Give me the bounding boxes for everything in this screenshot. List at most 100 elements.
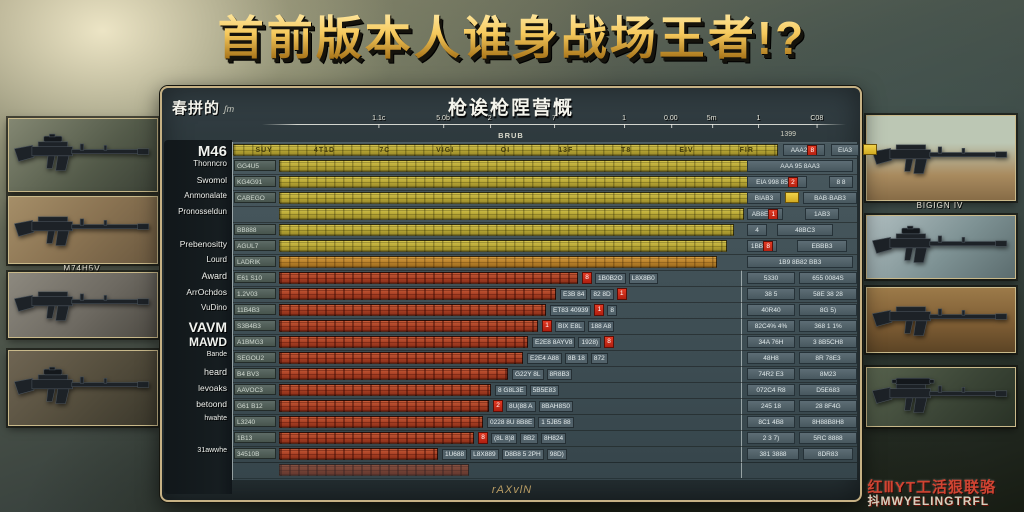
value-cell: BIAB3 (747, 192, 781, 204)
value-cell: 8M23 (799, 368, 857, 380)
alert-badge: 1 (616, 288, 627, 300)
bar-header-label: OI (500, 146, 511, 154)
row-label: Award (201, 271, 227, 281)
table-row: A1BMG3 E2E8 8AYV8 1928) 8 34A 76H 3 8B5CH8 (233, 334, 857, 351)
value-cell: 48BC3 (777, 224, 833, 236)
end-value: 188 A8 (587, 320, 615, 332)
column-divider (741, 270, 742, 478)
row-label: Swomol (196, 175, 227, 185)
bar-header-label: 7C (379, 146, 391, 154)
stat-bar (279, 432, 474, 444)
weapon-column-left: M74H5V (8, 118, 158, 428)
stat-bar (279, 240, 727, 252)
bar-end-values: E3B 84 82 8D 1 (560, 288, 627, 300)
value-cell: 48H8 (747, 352, 795, 364)
stat-bar (279, 192, 749, 204)
table-row: CABEGO BIAB3 BAB·BAB3 (233, 190, 857, 207)
end-value: L8X8B0 (628, 272, 658, 284)
alert-badge: 8 (604, 336, 615, 348)
stat-bar: SUY 4T1D 7C VIGI OI 13F T8 EIV FIR (233, 144, 778, 156)
scale-tick-label: C08 (810, 115, 824, 128)
bar-end-values: 1U688 L8X889 D8B8 5 2PH 98D) (442, 448, 567, 460)
value-cell: 38 5 (747, 288, 795, 300)
table-row: G61 B12 2 8U(88 A 8BAH8S0 245 18 28 8F4G (233, 398, 857, 415)
end-value: 8 (607, 304, 618, 316)
bar-end-values: 0228 8U 8B8E 1 5JB5 88 (487, 416, 574, 428)
bar-end-values: 1 BIX E8L 188 A8 (542, 320, 615, 332)
value-cell: AAA 95 8AA3 (747, 160, 853, 172)
value-cell: 8C1 4B8 (747, 416, 795, 428)
rifle-scoped-icon (871, 219, 1011, 276)
stat-bar (279, 384, 491, 396)
watermark: 红ⅢYT工活狠联骆 抖MWYELINGTRFL (867, 479, 996, 509)
alert-badge: 8 (478, 432, 488, 444)
value-cell: 5RC 8888 (799, 432, 857, 444)
bar-header-label: T8 (621, 146, 632, 154)
bar-table: SUY 4T1D 7C VIGI OI 13F T8 EIV FIR AAA2 8 EIA3 GG4U5… (232, 142, 877, 480)
alert-badge: 2 (787, 177, 798, 187)
value-cell: 8G 5) (799, 304, 857, 316)
row-label: M46 (197, 143, 227, 160)
row-chip: A1BMG3 (234, 336, 276, 347)
row-chip: GG4U5 (234, 160, 276, 171)
row-label: Thonncro (193, 159, 227, 168)
table-row: 1B13 8 (8L 8)8 8B2 8H824 2 3 7) 5RC 8888 (233, 430, 857, 447)
weapon-card (8, 118, 158, 192)
row-label: Bande (206, 351, 227, 358)
row-label: 31awwhe (197, 447, 227, 454)
rifle-scoped-icon (13, 127, 153, 184)
value-cell: 8 8 (829, 176, 853, 188)
scale-sublabel-center: BRUB (498, 131, 524, 140)
table-row: KG4G91 EIA 998 85 2 8 8 (233, 174, 857, 191)
value-cell: 3 8B5CH8 (799, 336, 857, 348)
table-row: 11B4B3 ET83 40939 1 8 40R40 8G 5) (233, 302, 857, 319)
end-value: 0228 8U 8B8E (487, 416, 536, 428)
value-cell: 5330 (747, 272, 795, 284)
value-cell: 8R 78E3 (799, 352, 857, 364)
end-value: 98D) (546, 448, 567, 460)
stat-bar (279, 304, 546, 316)
alert-badge: 8 (807, 145, 818, 155)
end-value: 1 5JB5 88 (538, 416, 574, 428)
weapon-caption: M74H5V (63, 264, 101, 273)
row-chip: B4 BV3 (234, 368, 276, 379)
bar-header-label: 13F (558, 146, 574, 154)
weapon-card (866, 287, 1016, 353)
table-row: AGUL7 1BB 8 EBBB3 (233, 238, 857, 255)
bar-header-label: EIV (679, 146, 694, 154)
bar-end-values: E2E8 8AYV8 1928) 8 (532, 336, 615, 348)
table-row: SEGOU2 E2E4 A88 8B 18 872 48H8 8R 78E3 (233, 350, 857, 367)
rifle-sniper-icon (871, 369, 1011, 426)
row-chip: AGUL7 (234, 240, 276, 251)
bar-end-values: G22Y 8L 8R8B3 (512, 368, 573, 380)
row-chip: KG4G91 (234, 176, 276, 187)
value-cell: 1B9 8B82 BB3 (747, 256, 853, 268)
row-chip: E61 S10 (234, 272, 276, 283)
value-cell: 58E 38 28 (799, 288, 857, 300)
table-row: LADRIK 1B9 8B82 BB3 (233, 254, 857, 271)
value-cell: 74R2 E3 (747, 368, 795, 380)
stat-bar (279, 448, 438, 460)
table-row: BB888 4 48BC3 (233, 222, 857, 239)
weapon-card (866, 215, 1016, 279)
end-value: E3B 84 (560, 288, 588, 300)
table-row: GG4U5 AAA 95 8AA3 (233, 158, 857, 175)
value-cell: AAA2 8 (783, 144, 825, 156)
row-label-strip: M46 Thonncro Swomol Anmonalate Pronosseldun P… (164, 140, 232, 494)
watermark-line2: 抖MWYELINGTRFL (867, 494, 990, 509)
end-value: E2E4 A88 (527, 352, 562, 364)
scale-axis: 1.1c 5.0b 2 7 1 0.00 5m 1 C08 (262, 115, 846, 128)
end-value: 1B0B2O (595, 272, 626, 284)
alert-badge: 1 (542, 320, 552, 332)
scale-tick-label: 5m (706, 115, 717, 128)
alert-badge: 8 (763, 241, 774, 251)
row-label: levoaks (198, 383, 227, 393)
bar-header-label: 4T1D (313, 146, 336, 154)
alert-badge: 2 (493, 400, 503, 412)
stat-bar (279, 272, 578, 284)
value-cell: 8DR83 (803, 448, 853, 460)
row-label: Anmonalate (184, 191, 227, 200)
row-label: VuDino (201, 303, 227, 312)
value-cell: EIA3 (831, 144, 859, 156)
